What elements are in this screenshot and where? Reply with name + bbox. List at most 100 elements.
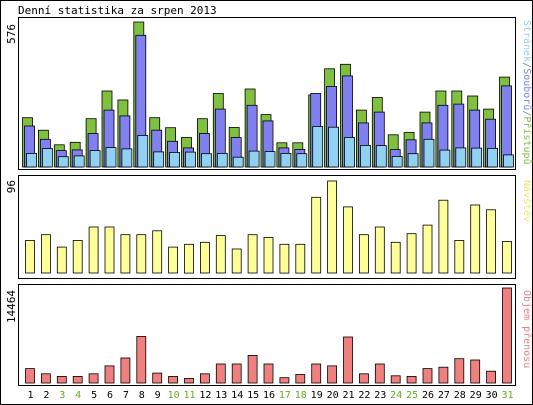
legend-separator-2: / bbox=[521, 110, 532, 116]
day-label-23: 23 bbox=[374, 390, 386, 401]
day-label-4: 4 bbox=[75, 390, 81, 401]
day-label-8: 8 bbox=[139, 390, 145, 401]
kbytes-bar-day-28 bbox=[454, 358, 465, 384]
kbytes-bar-day-15 bbox=[247, 354, 258, 384]
kbytes-frame bbox=[18, 284, 516, 386]
visits-bar-day-16 bbox=[263, 237, 274, 274]
pages-bar-day-4 bbox=[73, 155, 85, 168]
visits-bar-day-29 bbox=[470, 204, 481, 274]
kbytes-bar-day-25 bbox=[406, 375, 417, 384]
pages-bar-day-18 bbox=[296, 153, 308, 168]
pages-bar-day-2 bbox=[42, 148, 53, 168]
visits-bar-day-4 bbox=[72, 239, 83, 274]
hits-files-pages-legend: Stránek/Souborů/Přístupů bbox=[521, 20, 533, 165]
pages-bar-day-6 bbox=[105, 147, 117, 168]
pages-bar-day-8 bbox=[137, 135, 149, 168]
pages-bar-day-26 bbox=[423, 138, 435, 168]
visits-bar-day-31 bbox=[502, 240, 512, 274]
visits-bar-day-2 bbox=[41, 234, 51, 274]
kbytes-bar-day-14 bbox=[231, 363, 242, 384]
hits-files-pages-bars bbox=[22, 21, 514, 168]
kbytes-bar-day-20 bbox=[327, 365, 338, 384]
visits-bars bbox=[25, 180, 512, 274]
pages-bar-day-3 bbox=[57, 156, 69, 168]
day-label-11: 11 bbox=[183, 390, 195, 401]
day-label-27: 27 bbox=[438, 390, 450, 401]
kbytes-bar-day-1 bbox=[25, 368, 35, 384]
day-label-25: 25 bbox=[406, 390, 418, 401]
visits-bar-day-30 bbox=[486, 209, 497, 274]
day-label-7: 7 bbox=[123, 390, 129, 401]
pages-bar-day-23 bbox=[375, 145, 387, 168]
day-label-10: 10 bbox=[168, 390, 180, 401]
legend-files: Souborů bbox=[521, 68, 533, 110]
pages-bar-day-20 bbox=[328, 126, 340, 168]
day-label-21: 21 bbox=[342, 390, 354, 401]
day-label-17: 17 bbox=[279, 390, 291, 401]
visits-bar-day-26 bbox=[422, 224, 433, 274]
kbytes-bar-day-23 bbox=[374, 363, 385, 384]
visits-bar-day-12 bbox=[199, 241, 210, 274]
kbytes-bar-day-10 bbox=[168, 375, 179, 384]
visits-bar-day-1 bbox=[25, 239, 35, 274]
kbytes-bar-day-2 bbox=[41, 373, 51, 384]
kbytes-bar-day-3 bbox=[56, 375, 67, 384]
day-label-31: 31 bbox=[501, 390, 513, 401]
day-label-19: 19 bbox=[311, 390, 323, 401]
kbytes-bar-day-6 bbox=[104, 365, 115, 384]
kbytes-bar-day-12 bbox=[199, 373, 210, 384]
pages-bar-day-11 bbox=[185, 151, 196, 168]
kbytes-max-label: 14464 bbox=[5, 290, 18, 323]
visits-bar-day-11 bbox=[184, 243, 194, 274]
visits-bar-day-22 bbox=[358, 234, 369, 274]
pages-bar-day-12 bbox=[200, 153, 212, 168]
visits-bar-day-23 bbox=[374, 226, 385, 274]
visits-bar-day-5 bbox=[88, 226, 99, 274]
kbytes-panel: 14464 Objem přenosu bbox=[5, 284, 533, 386]
kbytes-bar-day-31 bbox=[502, 287, 512, 384]
kbytes-legend: Objem přenosu bbox=[521, 290, 533, 368]
day-label-30: 30 bbox=[486, 390, 498, 401]
visits-bar-day-18 bbox=[295, 243, 306, 274]
legend-pages: Stránek bbox=[521, 20, 533, 62]
visits-bar-day-8 bbox=[136, 234, 147, 274]
kbytes-bar-day-8 bbox=[136, 335, 147, 384]
hits-files-pages-max-label: 576 bbox=[5, 24, 18, 44]
kbytes-bar-day-19 bbox=[311, 363, 322, 384]
pages-bar-day-10 bbox=[169, 151, 181, 168]
day-label-2: 2 bbox=[43, 390, 49, 401]
visits-bar-day-3 bbox=[56, 246, 67, 274]
visits-legend: Návštěv bbox=[521, 180, 533, 222]
day-label-28: 28 bbox=[454, 390, 466, 401]
pages-bar-day-5 bbox=[89, 150, 101, 168]
pages-bar-day-9 bbox=[153, 151, 165, 168]
kbytes-bar-day-22 bbox=[358, 373, 369, 384]
day-axis: 1 2 3 4 5 6 7 8 9 10 11 12 13 14 15 16 17 18 19 20 21 22 23 24 2… bbox=[27, 390, 513, 401]
pages-bar-day-21 bbox=[344, 137, 355, 168]
visits-bar-day-9 bbox=[152, 230, 163, 274]
day-label-15: 15 bbox=[247, 390, 259, 401]
visits-bar-day-14 bbox=[231, 248, 242, 274]
visits-panel: 96 Návštěv bbox=[5, 175, 533, 279]
pages-bar-day-7 bbox=[121, 148, 133, 168]
pages-bar-day-14 bbox=[232, 156, 244, 168]
visits-bar-day-21 bbox=[343, 206, 353, 274]
kbytes-bar-day-7 bbox=[120, 357, 131, 384]
day-label-5: 5 bbox=[91, 390, 97, 401]
kbytes-bar-day-11 bbox=[184, 377, 194, 384]
kbytes-bar-day-29 bbox=[470, 359, 481, 384]
pages-bar-day-19 bbox=[312, 126, 324, 168]
visits-bar-day-20 bbox=[327, 180, 338, 274]
visits-bar-day-27 bbox=[438, 199, 449, 274]
day-label-29: 29 bbox=[470, 390, 482, 401]
kbytes-bar-day-24 bbox=[390, 375, 401, 384]
day-label-14: 14 bbox=[231, 390, 243, 401]
kbytes-bar-day-13 bbox=[215, 363, 226, 384]
visits-bar-day-10 bbox=[168, 246, 179, 274]
kbytes-bar-day-17 bbox=[279, 377, 290, 384]
chart-title: Denní statistika za srpen 2013 bbox=[18, 4, 217, 17]
kbytes-bar-day-5 bbox=[88, 373, 99, 384]
pages-bar-day-25 bbox=[407, 153, 419, 168]
hits-files-pages-panel: 576 Stránek/Souborů/Přístupů bbox=[5, 17, 533, 170]
